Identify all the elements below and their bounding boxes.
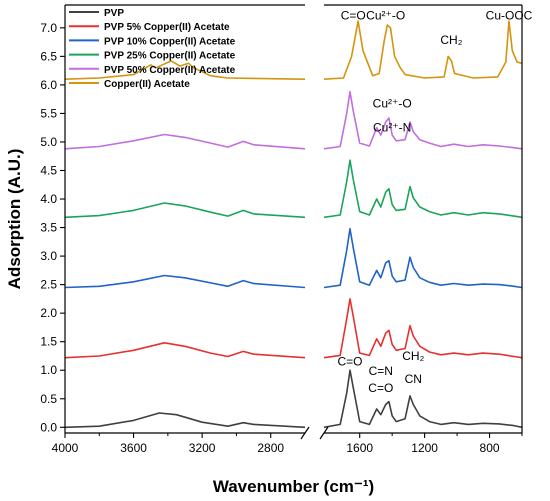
y-tick-label: 2.0 (40, 306, 57, 320)
annotation-cn-low: CN (405, 372, 422, 386)
series-line-2-right (323, 298, 523, 359)
y-tick-label: 3.0 (40, 249, 57, 263)
series-line-5-left (64, 133, 306, 150)
y-axis-title: Adsorption (A.U.) (5, 149, 24, 290)
y-tick-label: 5.0 (40, 135, 57, 149)
y-tick-label: 7.0 (40, 21, 57, 35)
y-tick-label: 6.0 (40, 78, 57, 92)
axis-break-mark (319, 426, 329, 440)
x-tick-label: 3200 (189, 441, 216, 455)
annotation-cu-n-mid: Cu²⁺-N (373, 121, 411, 135)
legend-label: PVP 50% Copper(II) Acetate (104, 65, 236, 76)
series-line-1-left (64, 412, 306, 429)
annotation-co-bottom: C=O (337, 355, 362, 369)
annotation-cu-ooc: Cu-OOC (486, 8, 533, 22)
y-tick-label: 4.5 (40, 163, 57, 177)
y-tick-label: 1.0 (40, 363, 57, 377)
axes-layer: 4000 3600 3200 2800 1600 1200 800 0.0 0.5 1.0 1.5 2… (40, 4, 523, 455)
series-line-1-right (323, 369, 523, 429)
legend-label: PVP 5% Copper(II) Acetate (104, 22, 230, 33)
y-tick-label: 6.5 (40, 49, 57, 63)
legend-label: Copper(II) Acetate (104, 79, 190, 90)
x-tick-label: 1200 (411, 441, 438, 455)
series-line-3-left (64, 274, 306, 289)
x-axis-title: Wavenumber (cm⁻¹) (213, 477, 374, 496)
series-line-6-right (323, 20, 523, 80)
x-tick-label: 2800 (257, 441, 284, 455)
y-tick-label: 1.5 (40, 335, 57, 349)
y-tick-label: 5.5 (40, 106, 57, 120)
annotation-ch2-top: CH₂ (440, 33, 462, 47)
legend-label: PVP 25% Copper(II) Acetate (104, 51, 236, 62)
x-tick-label: 4000 (52, 441, 79, 455)
annotation-co-low: C=O (368, 381, 393, 395)
legend-label: PVP (104, 8, 124, 19)
y-tick-label: 2.5 (40, 278, 57, 292)
legend: PVP PVP 5% Copper(II) Acetate PVP 10% Copp… (69, 8, 236, 90)
series-line-4-right (323, 159, 523, 219)
y-tick-label: 4.0 (40, 192, 57, 206)
series-line-3-right (323, 227, 523, 289)
annotation-cn-eq: C=N (369, 364, 393, 378)
annotation-cu-o-mid: Cu²⁺-O (373, 97, 412, 111)
y-tick-label: 0.0 (40, 420, 57, 434)
annotations: C=O Cu²⁺-OCH₂Cu-OOCCu²⁺-OCu²⁺-NC=OC=NC=OC… (337, 8, 532, 395)
series-line-2-left (64, 342, 306, 359)
axis-break-mark (300, 426, 310, 440)
annotation-cu-o-top: Cu²⁺-O (366, 8, 405, 22)
annotation-ch2-low: CH₂ (402, 349, 424, 363)
x-tick-label: 800 (480, 441, 500, 455)
series-layer (64, 20, 523, 429)
series-line-6-left (64, 60, 306, 80)
series-line-4-left (64, 202, 306, 219)
annotation-co-top: C=O (341, 8, 366, 22)
x-tick-label: 3600 (120, 441, 147, 455)
y-tick-label: 0.5 (40, 392, 57, 406)
legend-label: PVP 10% Copper(II) Acetate (104, 36, 236, 47)
x-tick-label: 1600 (346, 441, 373, 455)
series-line-5-right (323, 90, 523, 150)
y-tick-label: 3.5 (40, 221, 57, 235)
